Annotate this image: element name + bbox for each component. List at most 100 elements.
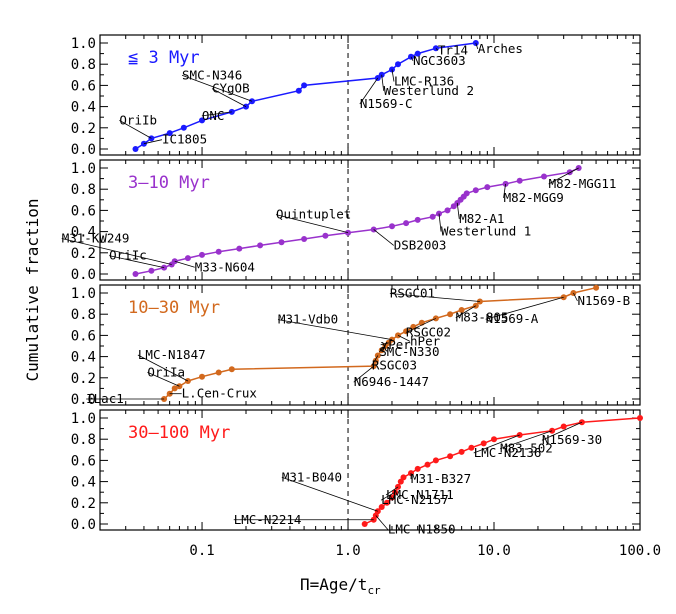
y-tick-label: 1.0: [71, 161, 96, 177]
label-leader-line: [61, 238, 172, 265]
y-tick-label: 0.8: [71, 57, 96, 73]
label-leader-line: [435, 48, 439, 51]
data-point: [215, 369, 222, 376]
label-leader-line: [503, 183, 506, 198]
y-axis-label: Cumulative fraction: [23, 198, 42, 381]
label-leader-line: [410, 56, 414, 61]
label-leader-line: [375, 515, 389, 530]
cluster-label: M82-MGG11: [549, 176, 617, 191]
cluster-label: IC1805: [162, 132, 207, 147]
data-point: [472, 187, 479, 194]
cluster-label: N6946-1447: [354, 374, 429, 389]
data-point: [484, 184, 491, 191]
data-point: [148, 267, 155, 274]
data-point: [132, 146, 139, 152]
data-point: [432, 457, 439, 464]
data-point: [140, 140, 147, 147]
y-tick-label: 0.4: [71, 225, 96, 241]
label-leader-line: [371, 355, 379, 366]
data-point: [301, 82, 308, 89]
data-point: [199, 117, 205, 124]
cluster-label: DSB2003: [394, 237, 447, 252]
y-tick-label: 0.2: [71, 121, 96, 137]
label-leader-line: [475, 42, 479, 50]
data-point: [541, 173, 547, 180]
data-point: [199, 251, 205, 258]
data-point: [374, 352, 381, 359]
data-point: [458, 307, 465, 313]
data-point: [184, 378, 191, 384]
cluster-label: L.Cen-Crux: [182, 386, 258, 401]
label-leader-line: [174, 260, 195, 268]
data-point: [395, 332, 401, 339]
data-point: [180, 124, 187, 131]
data-point: [403, 328, 410, 335]
cluster-label: OriIc: [109, 248, 147, 263]
data-point: [429, 213, 436, 220]
data-point: [378, 347, 385, 354]
x-tick-label: 1.0: [335, 543, 360, 559]
data-point: [392, 489, 399, 496]
label-leader-line: [373, 229, 394, 246]
label-leader-line: [380, 342, 389, 346]
label-leader-line: [281, 476, 378, 512]
data-point: [257, 242, 264, 249]
panel-3: 0.0 0.2 0.4 0.6 0.8 1.0 ILac1 L.Cen-Crux OriIa LM…: [71, 284, 641, 408]
y-tick-label: 1.0: [71, 286, 96, 302]
data-point: [570, 290, 577, 296]
y-tick-label: 1.0: [71, 36, 96, 52]
label-leader-line: [473, 434, 520, 454]
label-leader-line: [381, 74, 385, 91]
panel-frame: [99, 159, 641, 281]
label-leader-line: [541, 421, 583, 441]
x-axis-label-main: Π=Age/t: [300, 575, 367, 594]
cluster-label: Arches: [478, 41, 523, 56]
cluster-label: ILac1: [86, 391, 124, 406]
cluster-label: χPer: [381, 337, 412, 352]
cluster-label: N1569-A: [486, 311, 539, 326]
data-point: [389, 223, 395, 230]
label-leader-line: [389, 293, 480, 302]
x-tick-label: 100.0: [619, 543, 661, 559]
y-tick-label: 0.2: [71, 246, 96, 262]
data-point: [403, 220, 410, 227]
data-point: [502, 180, 509, 187]
y-tick-label: 0.8: [71, 432, 96, 448]
data-point: [301, 236, 308, 242]
data-point: [132, 271, 139, 277]
panel-title: ≦ 3 Myr: [128, 48, 200, 68]
label-leader-line: [385, 486, 399, 496]
label-leader-line: [353, 365, 374, 383]
data-point: [458, 448, 465, 455]
cluster-label: Tr14: [438, 42, 468, 57]
data-point: [236, 245, 243, 252]
x-tick-label: 10.0: [477, 543, 511, 559]
data-point: [295, 87, 302, 94]
data-point: [400, 474, 407, 481]
cluster-label: RSGC02: [406, 324, 451, 339]
y-tick-label: 0.8: [71, 307, 96, 323]
label-leader-line: [499, 430, 553, 450]
cluster-label: hPer: [410, 333, 441, 348]
x-axis-label-sub: cr: [367, 584, 381, 597]
cluster-label: SMC-N330: [379, 344, 439, 359]
panel-2: 0.0 0.2 0.4 0.6 0.8 1.0 M31-KW249 OriIc M33-N604…: [61, 159, 641, 283]
label-leader-line: [379, 345, 386, 353]
cluster-label: LMC-N2157: [381, 492, 449, 507]
data-point: [166, 130, 173, 137]
data-point: [463, 190, 470, 197]
cluster-label: M82-A1: [459, 211, 504, 226]
label-leader-line: [181, 74, 253, 102]
label-leader-line: [109, 255, 165, 269]
cluster-label: RSGC03: [372, 358, 417, 373]
y-tick-label: 0.6: [71, 328, 96, 344]
cluster-label: ONC: [202, 108, 225, 123]
y-tick-label: 0.2: [71, 371, 96, 387]
cluster-label: M31-KW249: [62, 230, 130, 245]
data-point: [637, 415, 643, 421]
data-point: [560, 294, 567, 301]
cluster-label: OriIb: [119, 112, 157, 127]
data-point: [278, 239, 285, 246]
panel-title: 3–10 Myr: [128, 173, 210, 193]
